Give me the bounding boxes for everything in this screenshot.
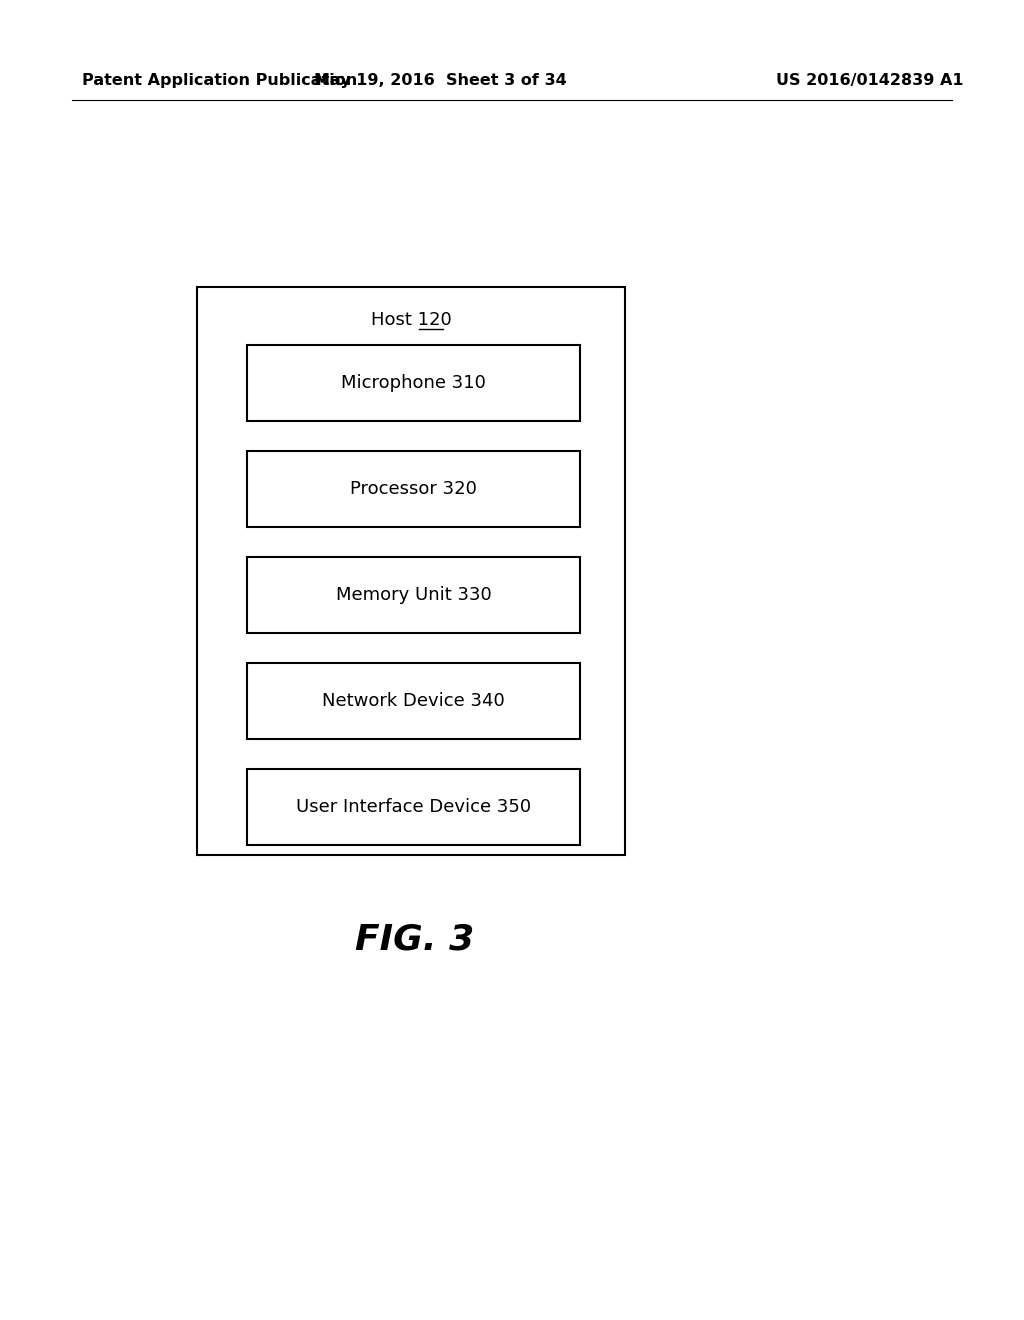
Bar [247, 663, 580, 739]
Text: Processor 320: Processor 320 [350, 480, 477, 498]
Text: May 19, 2016  Sheet 3 of 34: May 19, 2016 Sheet 3 of 34 [313, 73, 566, 87]
Text: Host 120: Host 120 [371, 312, 452, 329]
Bar [247, 451, 580, 527]
Text: User Interface Device 350: User Interface Device 350 [296, 799, 531, 816]
Text: Network Device 340: Network Device 340 [323, 692, 505, 710]
Text: Memory Unit 330: Memory Unit 330 [336, 586, 492, 605]
Text: Microphone 310: Microphone 310 [341, 374, 486, 392]
Bar [247, 345, 580, 421]
Bar [247, 557, 580, 634]
Bar [197, 286, 625, 855]
Bar [247, 770, 580, 845]
Text: US 2016/0142839 A1: US 2016/0142839 A1 [776, 73, 964, 87]
Text: FIG. 3: FIG. 3 [355, 923, 475, 957]
Text: Patent Application Publication: Patent Application Publication [82, 73, 357, 87]
